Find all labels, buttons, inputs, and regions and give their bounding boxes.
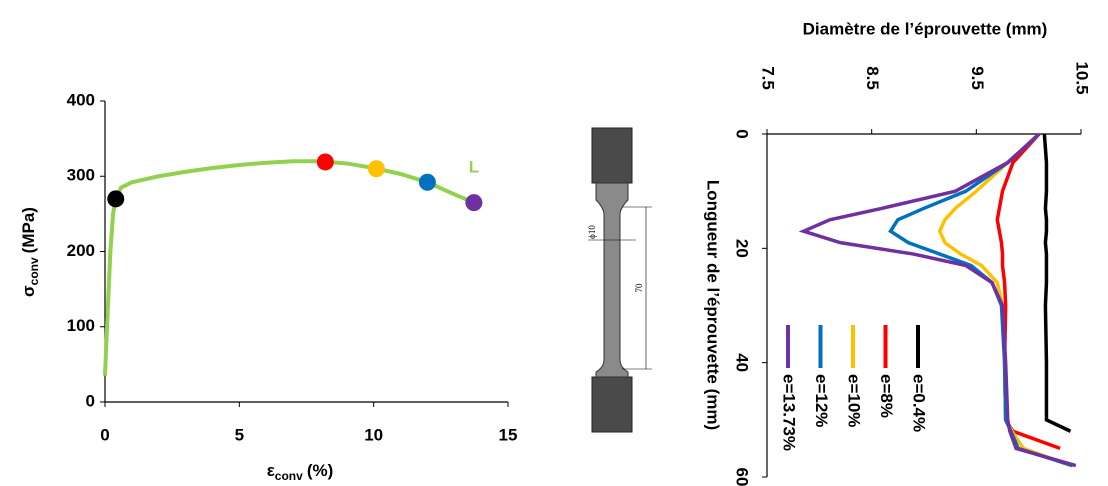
curve [103, 159, 475, 376]
axis-title: σconv (MPa) [19, 207, 41, 297]
y-tick-label: 20 [733, 239, 752, 258]
legend-label: e=13.73% [780, 374, 799, 451]
legend-label: e=0.4% [910, 374, 929, 432]
profile-line [1042, 133, 1072, 433]
axis-symbol: ε [267, 461, 275, 480]
grip-bottom [591, 376, 633, 433]
marker [367, 160, 385, 178]
axes [104, 101, 508, 403]
specimen-drawing: ϕ10 70 [587, 127, 652, 433]
x-tick-label: 9.5 [968, 66, 987, 90]
x-axis-title: Diamètre de l’éprouvette (mm) [803, 19, 1048, 38]
length-label: 70 [634, 283, 644, 293]
axis-subscript: conv [275, 469, 303, 483]
axis-unit: (MPa) [19, 207, 38, 253]
profile-line [798, 132, 1077, 468]
x-tick-label: 0 [100, 425, 109, 444]
x-tick-label: 10.5 [1073, 61, 1092, 94]
legend-label: e=8% [877, 374, 896, 418]
marker [418, 173, 436, 191]
y-tick-label: 400 [67, 90, 95, 109]
x-tick-label: 8.5 [863, 66, 882, 90]
y-tick-label: 60 [733, 468, 752, 486]
axis-symbol: σ [19, 285, 38, 297]
diameter-label: ϕ10 [587, 225, 597, 239]
axis-title: εconv (%) [267, 461, 334, 483]
y-tick-label: 40 [733, 353, 752, 372]
marker [316, 153, 334, 171]
legend-label: e=10% [845, 374, 864, 427]
grip-top [591, 127, 633, 184]
marker [107, 190, 125, 208]
x-tick-label: 7.5 [759, 66, 778, 90]
y-axis-title: Longueur de l’éprouvette (mm) [704, 180, 723, 430]
x-tick-label: 10 [364, 425, 383, 444]
axis-unit: (%) [307, 461, 333, 480]
x-tick-label: 15 [499, 425, 518, 444]
y-tick-label: 100 [67, 316, 95, 335]
x-tick-label: 5 [235, 425, 244, 444]
y-tick-label: 200 [67, 241, 95, 260]
axis-subscript: conv [27, 257, 41, 285]
y-tick-label: 0 [86, 391, 95, 410]
gauge-section [595, 182, 629, 378]
annotation: L [469, 157, 479, 176]
y-tick-label: 0 [733, 129, 752, 138]
legend-label: e=12% [812, 374, 831, 427]
y-tick-label: 300 [67, 166, 95, 185]
marker [465, 194, 483, 212]
